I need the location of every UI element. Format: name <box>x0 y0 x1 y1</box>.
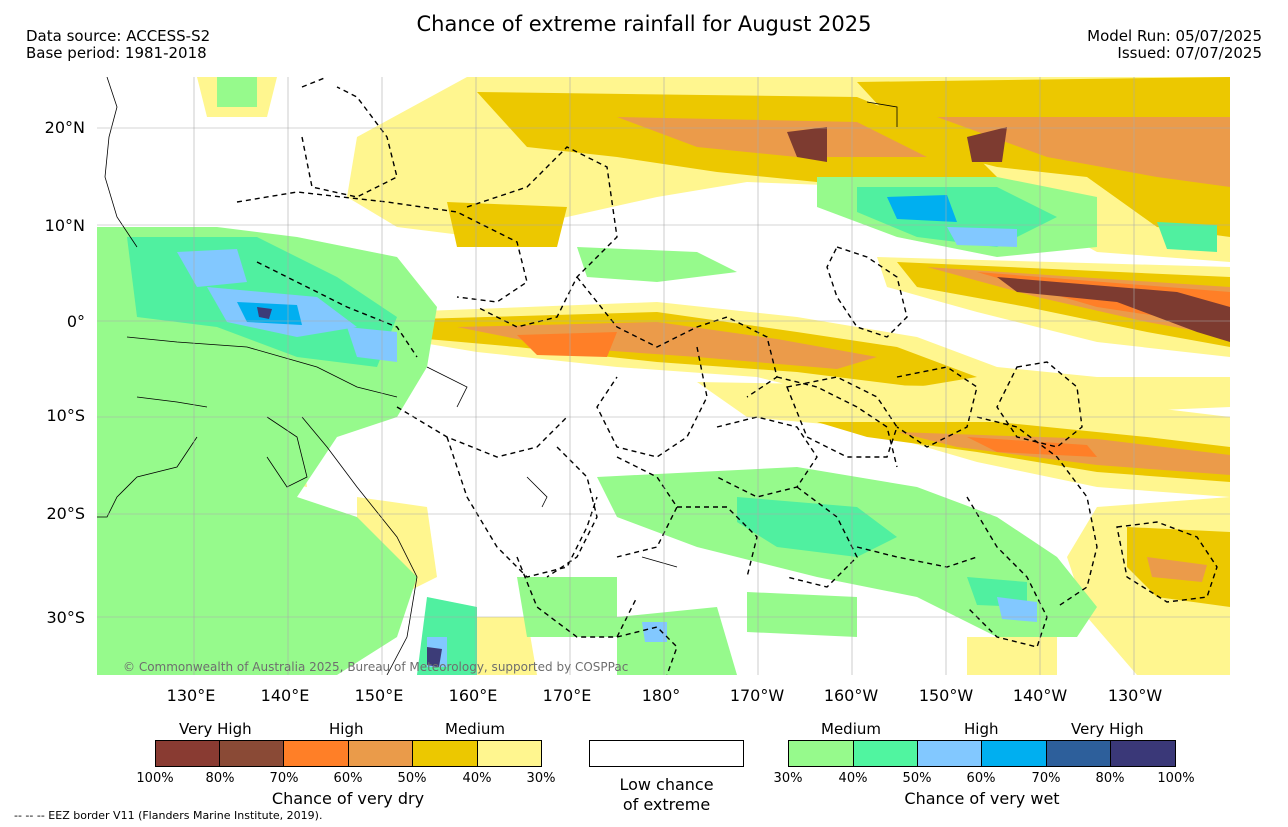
dry-tick: 80% <box>205 771 235 786</box>
wet-swatch-70-80 <box>1046 740 1111 767</box>
lat-label-0: 0° <box>66 312 85 331</box>
dry-swatch-70-80 <box>219 740 284 767</box>
dry-swatch-30-40 <box>477 740 542 767</box>
wet-tick: 80% <box>1095 771 1125 786</box>
lon-label-170w: 170°W <box>729 686 785 705</box>
wet-group-medium: Medium <box>821 720 881 738</box>
lat-label-20s: 20°S <box>46 504 85 523</box>
base-period-text: Base period: 1981-2018 <box>26 44 207 62</box>
run-info: Model Run: 05/07/2025 Issued: 07/07/2025 <box>1087 28 1262 62</box>
dry-swatch-60-70 <box>283 740 349 767</box>
dry-tick: 50% <box>397 771 427 786</box>
wet-group-very-high: Very High <box>1071 720 1144 738</box>
low-chance-line2: of extreme <box>622 795 711 814</box>
wet-swatch-40-50 <box>853 740 918 767</box>
lon-label-160e: 160°E <box>448 686 498 705</box>
eez-border-note: -- -- -- EEZ border V11 (Flanders Marine… <box>14 809 323 822</box>
coastlines <box>97 77 898 675</box>
copyright-note: © Commonwealth of Australia 2025, Bureau… <box>123 660 629 674</box>
wet-tick: 70% <box>1031 771 1061 786</box>
dry-group-medium: Medium <box>445 720 505 738</box>
wet-tick: 40% <box>838 771 868 786</box>
lon-label-130e: 130°E <box>166 686 216 705</box>
dry-tick: 40% <box>462 771 492 786</box>
lon-label-140e: 140°E <box>260 686 310 705</box>
lat-label-10n: 10°N <box>44 216 85 235</box>
wet-tick: 100% <box>1157 771 1195 786</box>
lat-label-10s: 10°S <box>46 406 85 425</box>
wet-tick: 60% <box>966 771 996 786</box>
dry-tick: 70% <box>269 771 299 786</box>
lon-label-170e: 170°E <box>542 686 592 705</box>
dry-group-high: High <box>329 720 364 738</box>
low-chance-swatch <box>589 740 744 767</box>
issued-text: Issued: 07/07/2025 <box>1117 44 1262 62</box>
wet-tick: 50% <box>902 771 932 786</box>
dry-swatch-40-50 <box>412 740 478 767</box>
dry-tick: 60% <box>333 771 363 786</box>
lon-label-160w: 160°W <box>823 686 879 705</box>
data-source-info: Data source: ACCESS-S2 Base period: 1981… <box>26 28 210 62</box>
dry-caption: Chance of very dry <box>271 789 425 808</box>
low-chance-line1: Low chance <box>619 775 714 794</box>
data-source-text: Data source: ACCESS-S2 <box>26 27 211 45</box>
low-chance-caption: Low chance of extreme <box>589 775 744 815</box>
wet-swatch-50-60 <box>917 740 982 767</box>
map-title: Chance of extreme rainfall for August 20… <box>416 12 872 36</box>
wet-swatch-80-100 <box>1110 740 1176 767</box>
dry-swatch-80-100 <box>155 740 220 767</box>
model-run-text: Model Run: 05/07/2025 <box>1087 27 1262 45</box>
dry-group-very-high: Very High <box>179 720 252 738</box>
dry-tick: 30% <box>526 771 556 786</box>
lon-label-180: 180° <box>641 686 681 705</box>
wet-group-high: High <box>964 720 999 738</box>
wet-swatch-60-70 <box>981 740 1047 767</box>
lon-label-150e: 150°E <box>354 686 404 705</box>
lon-label-130w: 130°W <box>1107 686 1163 705</box>
dry-tick: 100% <box>136 771 174 786</box>
lat-label-30s: 30°S <box>46 608 85 627</box>
lat-label-20n: 20°N <box>44 118 85 137</box>
wet-caption: Chance of very wet <box>904 789 1060 808</box>
graticule <box>97 77 1230 675</box>
wet-tick: 30% <box>773 771 803 786</box>
dry-swatch-50-60 <box>348 740 413 767</box>
eez-borders <box>236 77 1218 675</box>
rainfall-map <box>97 77 1230 675</box>
lon-label-140w: 140°W <box>1012 686 1068 705</box>
lon-label-150w: 150°W <box>918 686 974 705</box>
wet-areas <box>97 77 1217 675</box>
wet-swatch-30-40 <box>788 740 854 767</box>
